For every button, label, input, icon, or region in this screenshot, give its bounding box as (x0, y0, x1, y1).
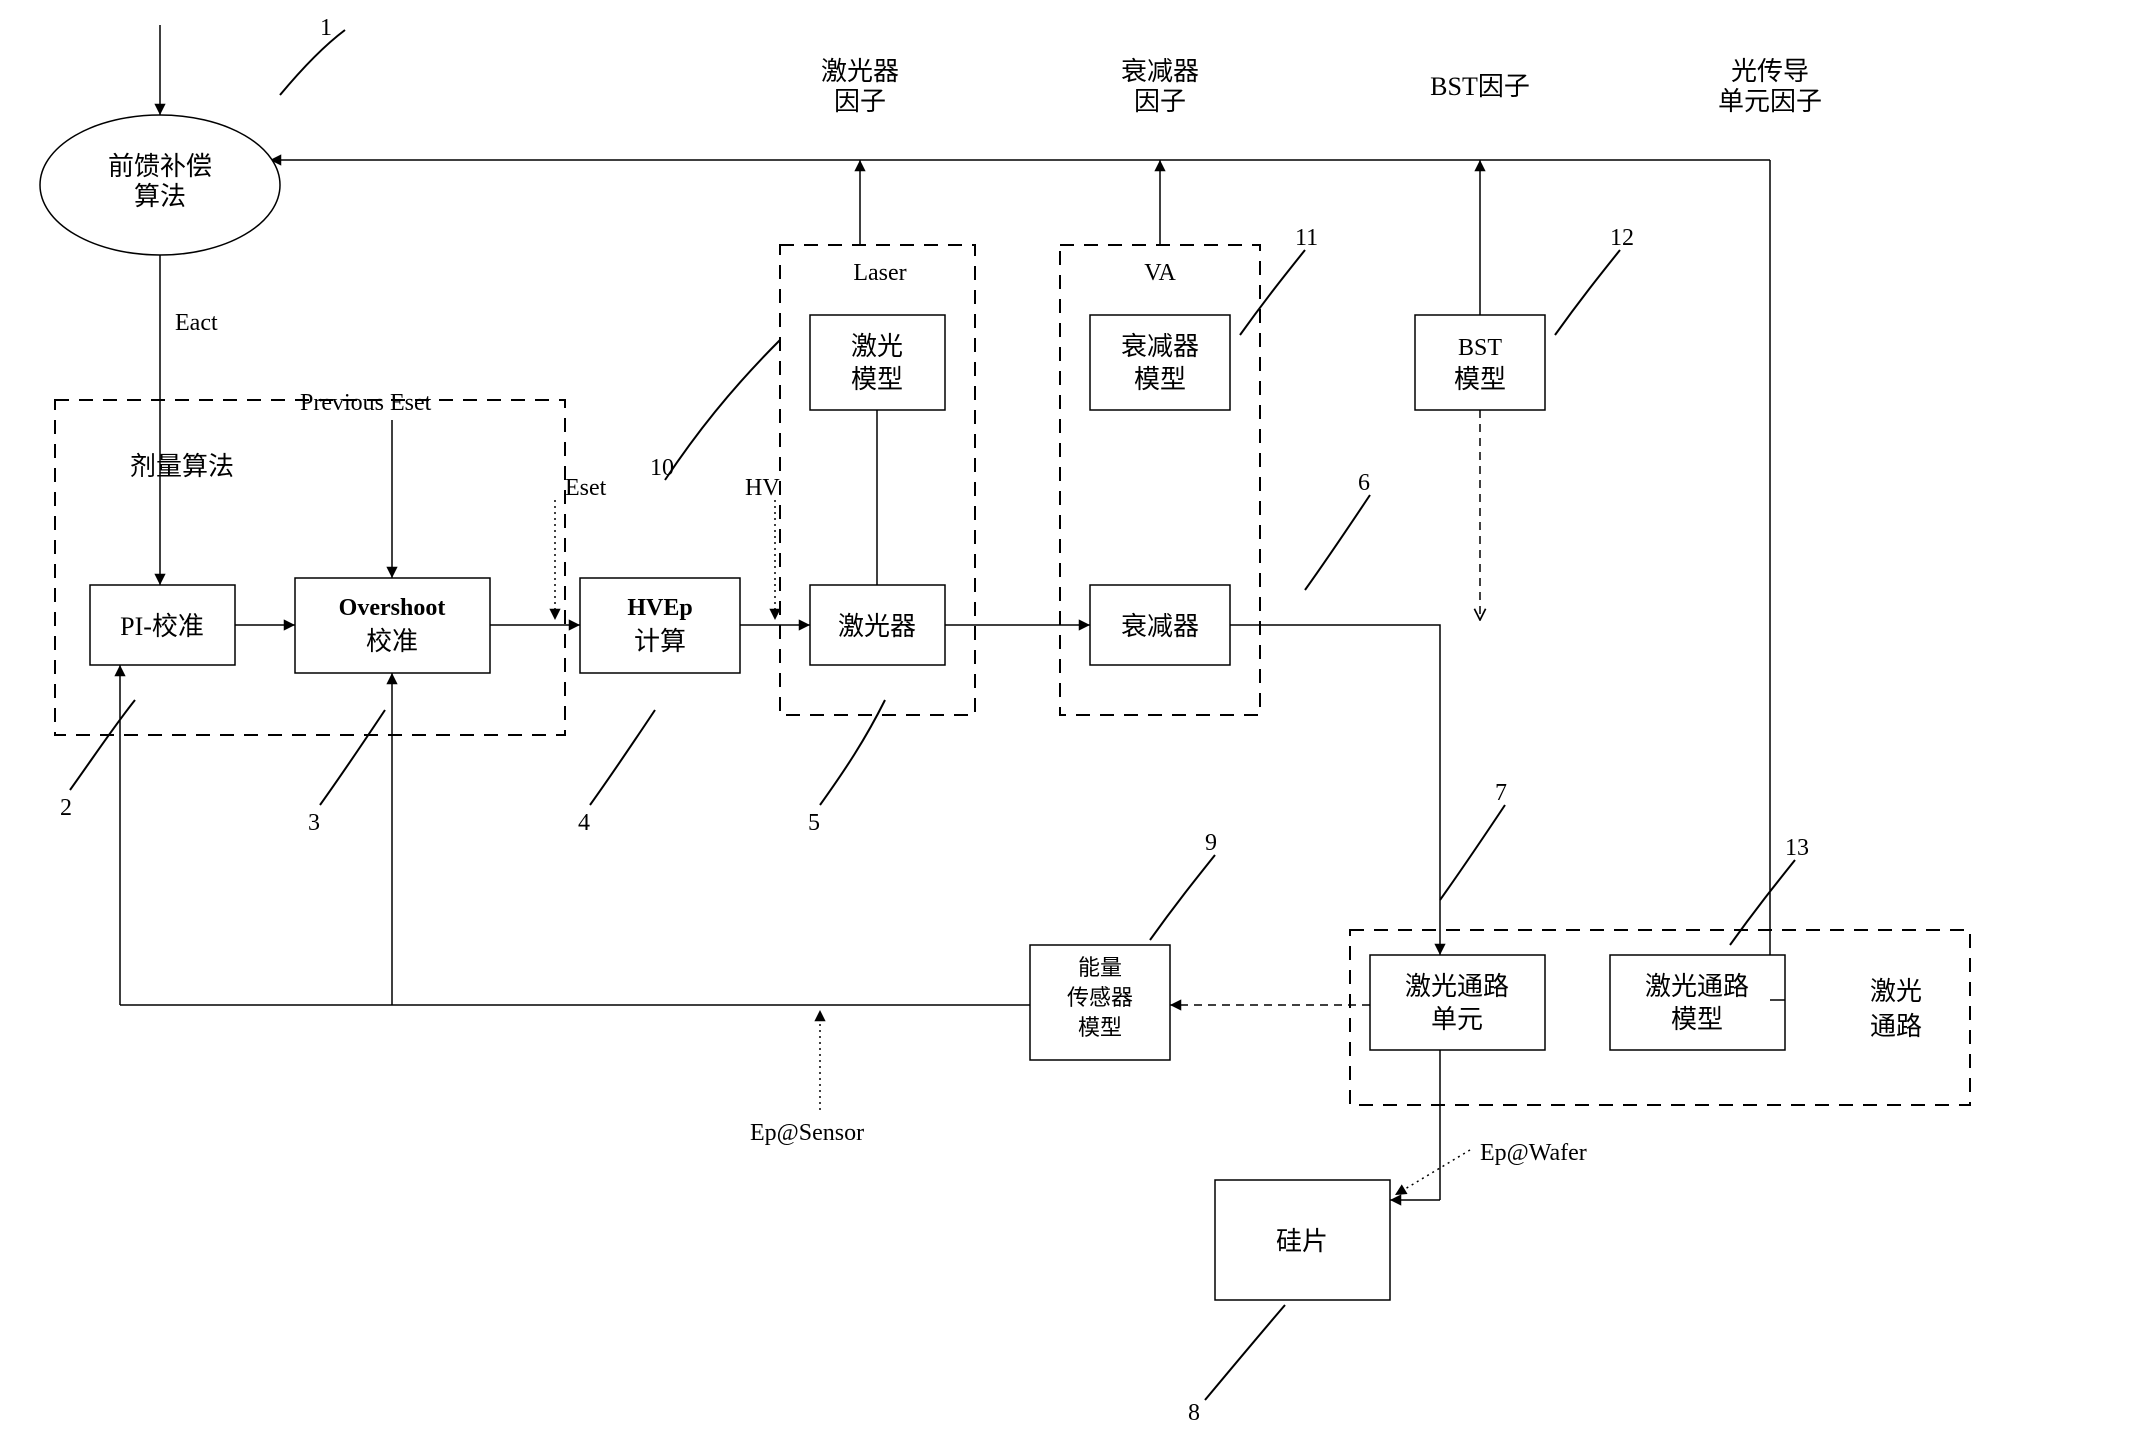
lead-3 (320, 710, 385, 805)
node-laser-model-l1: 激光 (851, 332, 903, 361)
label-laser-factor-2: 因子 (834, 87, 886, 116)
diagram-root: 激光器 因子 衰减器 因子 BST因子 光传导 单元因子 前馈补偿 算法 1 E… (0, 0, 2152, 1442)
callout-5: 5 (808, 810, 820, 836)
lead-11 (1240, 250, 1305, 335)
callout-9: 9 (1205, 830, 1217, 856)
label-opt-factor-2: 单元因子 (1718, 87, 1822, 116)
callout-4: 4 (578, 810, 590, 836)
node-hvep-l1: HVEp (627, 595, 692, 621)
node-overshoot-l1: Overshoot (339, 595, 446, 621)
lead-7 (1440, 805, 1505, 900)
callout-10: 10 (650, 455, 674, 481)
group-dose-algo (55, 400, 565, 735)
node-pi-text: PI-校准 (120, 612, 204, 641)
label-ep-wafer: Ep@Wafer (1480, 1140, 1587, 1166)
node-bst-model-l2: 模型 (1454, 365, 1506, 394)
callout-1: 1 (320, 15, 332, 41)
node-feedforward-l1: 前馈补偿 (108, 152, 212, 181)
node-path-model-l2: 模型 (1671, 1005, 1723, 1034)
label-ep-sensor: Ep@Sensor (750, 1120, 864, 1146)
label-eact: Eact (175, 310, 218, 336)
node-hvep-l2: 计算 (634, 627, 686, 656)
node-path-unit-l1: 激光通路 (1405, 972, 1509, 1001)
label-laser-group: Laser (853, 260, 906, 286)
lead-12 (1555, 250, 1620, 335)
node-bst-model (1415, 315, 1545, 410)
callout-13: 13 (1785, 835, 1809, 861)
label-eset: Eset (565, 475, 607, 501)
node-atten-model-l1: 衰减器 (1121, 332, 1199, 361)
label-dose-algo: 剂量算法 (130, 452, 234, 481)
node-laser-model (810, 315, 945, 410)
label-prev-eset: Previous Eset (300, 390, 432, 416)
node-atten-model (1090, 315, 1230, 410)
node-laser-text: 激光器 (838, 612, 916, 641)
node-overshoot (295, 578, 490, 673)
node-atten-model-l2: 模型 (1134, 365, 1186, 394)
callout-12: 12 (1610, 225, 1634, 251)
lead-8 (1205, 1305, 1285, 1400)
label-hv: HV (745, 475, 780, 501)
label-opt-factor-1: 光传导 (1731, 57, 1809, 86)
label-atten-factor-2: 因子 (1134, 87, 1186, 116)
label-path-group-2: 通路 (1870, 1012, 1922, 1041)
node-atten-text: 衰减器 (1121, 612, 1199, 641)
node-laser-model-l2: 模型 (851, 365, 903, 394)
node-sensor-model-l1: 能量 (1078, 955, 1122, 980)
node-path-unit (1370, 955, 1545, 1050)
callout-6: 6 (1358, 470, 1370, 496)
callout-11: 11 (1295, 225, 1318, 251)
lead-9 (1150, 855, 1215, 940)
label-path-group-1: 激光 (1870, 977, 1922, 1006)
callout-2: 2 (60, 795, 72, 821)
node-sensor-model-l3: 模型 (1078, 1015, 1122, 1040)
node-path-model-l1: 激光通路 (1645, 972, 1749, 1001)
callout-7: 7 (1495, 780, 1507, 806)
node-path-unit-l2: 单元 (1431, 1005, 1483, 1034)
label-bst-factor: BST因子 (1430, 72, 1530, 101)
node-wafer-text: 硅片 (1276, 1227, 1328, 1256)
edge-atten-pathunit (1230, 625, 1440, 955)
lead-2 (70, 700, 135, 790)
node-sensor-model-l2: 传感器 (1067, 985, 1133, 1010)
node-hvep (580, 578, 740, 673)
callout-3: 3 (308, 810, 320, 836)
lead-1 (280, 30, 345, 95)
lead-4 (590, 710, 655, 805)
lead-6 (1305, 495, 1370, 590)
lead-13 (1730, 860, 1795, 945)
node-path-model (1610, 955, 1785, 1050)
callout-8: 8 (1188, 1400, 1200, 1426)
lead-10 (665, 340, 780, 480)
lead-5 (820, 700, 885, 805)
label-atten-factor-1: 衰减器 (1121, 57, 1199, 86)
node-bst-model-l1: BST (1458, 335, 1502, 361)
node-feedforward-l2: 算法 (134, 182, 186, 211)
edge-ep-wafer (1395, 1150, 1470, 1195)
label-laser-factor-1: 激光器 (821, 57, 899, 86)
label-va-group: VA (1144, 260, 1176, 286)
node-overshoot-l2: 校准 (366, 627, 418, 656)
